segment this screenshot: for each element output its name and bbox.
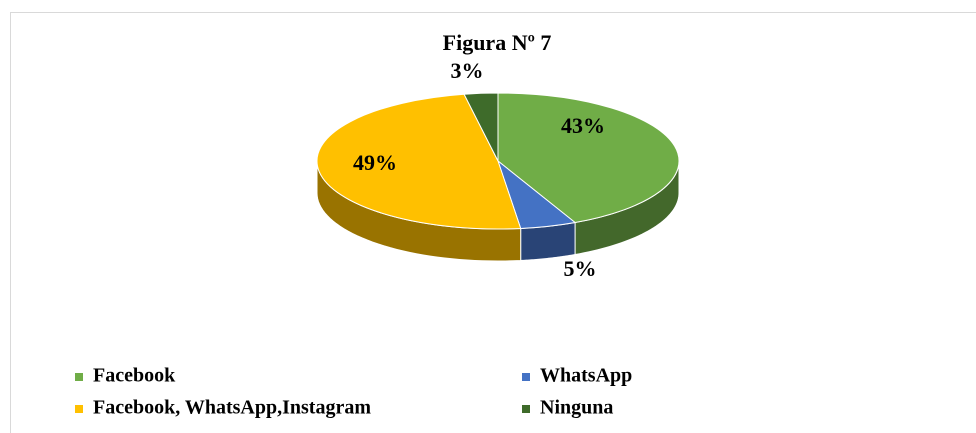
slice xyxy=(463,92,499,162)
legend-swatch xyxy=(75,373,83,381)
legend-swatch xyxy=(522,405,530,413)
data-label: 5% xyxy=(564,256,597,281)
data-label: 3% xyxy=(451,58,484,83)
slice xyxy=(497,92,680,224)
legend-swatch xyxy=(75,405,83,413)
legend-label: Facebook xyxy=(93,365,176,387)
data-label: 43% xyxy=(561,113,605,138)
data-label: 49% xyxy=(353,150,397,175)
legend-label: WhatsApp xyxy=(540,365,632,387)
legend-label: Ninguna xyxy=(540,397,613,419)
chart-title: Figura Nº 7 xyxy=(443,30,552,55)
legend-label: Facebook, WhatsApp,Instagram xyxy=(93,397,371,419)
slice xyxy=(316,93,522,230)
legend-swatch xyxy=(522,373,530,381)
